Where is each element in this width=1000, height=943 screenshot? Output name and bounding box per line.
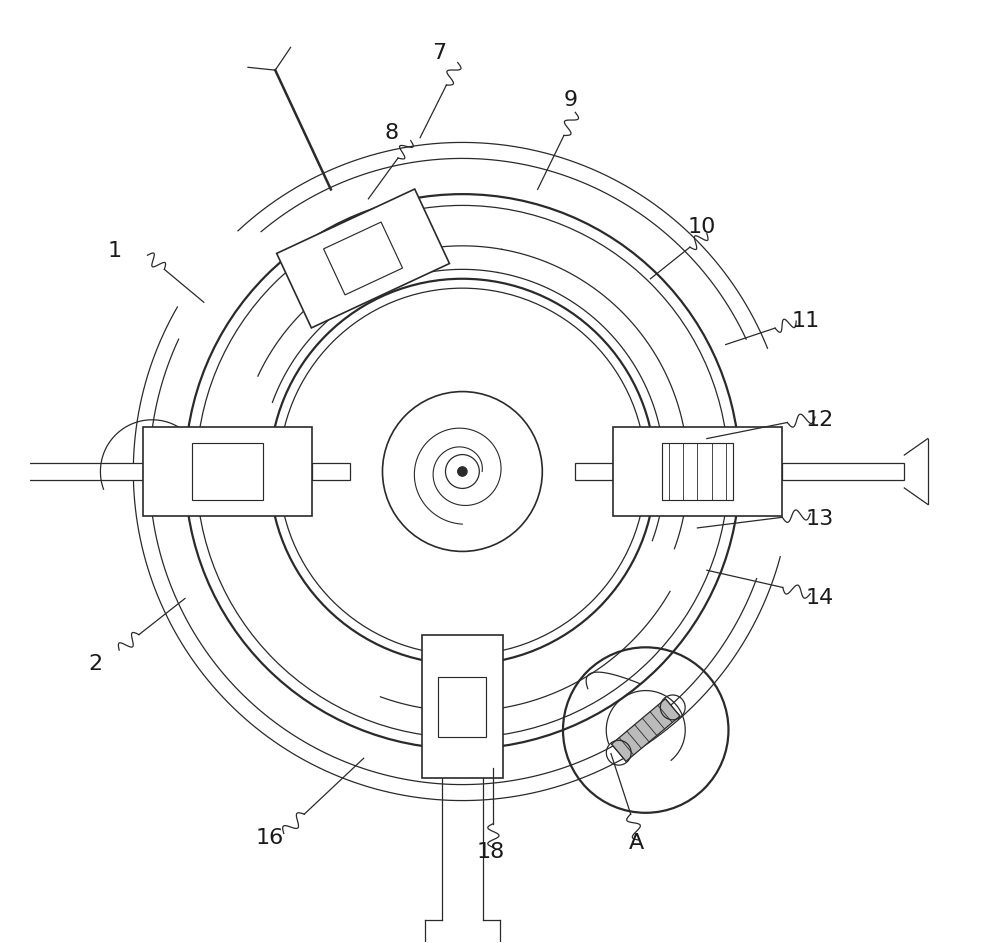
Text: 1: 1 [107, 240, 122, 260]
Polygon shape [324, 222, 403, 295]
Polygon shape [611, 699, 680, 761]
Text: 18: 18 [476, 842, 505, 862]
Circle shape [458, 467, 467, 476]
Polygon shape [662, 443, 733, 500]
Text: 14: 14 [806, 588, 834, 608]
Polygon shape [277, 189, 449, 328]
Text: A: A [629, 833, 644, 852]
Polygon shape [438, 676, 486, 736]
Bar [782, 463, 904, 480]
Text: 2: 2 [89, 654, 103, 674]
Polygon shape [143, 427, 312, 516]
Text: 7: 7 [432, 43, 446, 63]
Bar [575, 463, 613, 480]
Text: 11: 11 [791, 311, 820, 331]
Text: 12: 12 [806, 410, 834, 430]
Text: 10: 10 [688, 217, 716, 237]
Text: 13: 13 [806, 508, 834, 528]
Polygon shape [192, 443, 263, 500]
Polygon shape [613, 427, 782, 516]
Bar [312, 463, 350, 480]
Bar [20, 463, 143, 480]
Text: 8: 8 [385, 123, 399, 143]
Text: 16: 16 [256, 828, 284, 848]
Polygon shape [422, 635, 503, 779]
Text: 9: 9 [563, 91, 578, 110]
